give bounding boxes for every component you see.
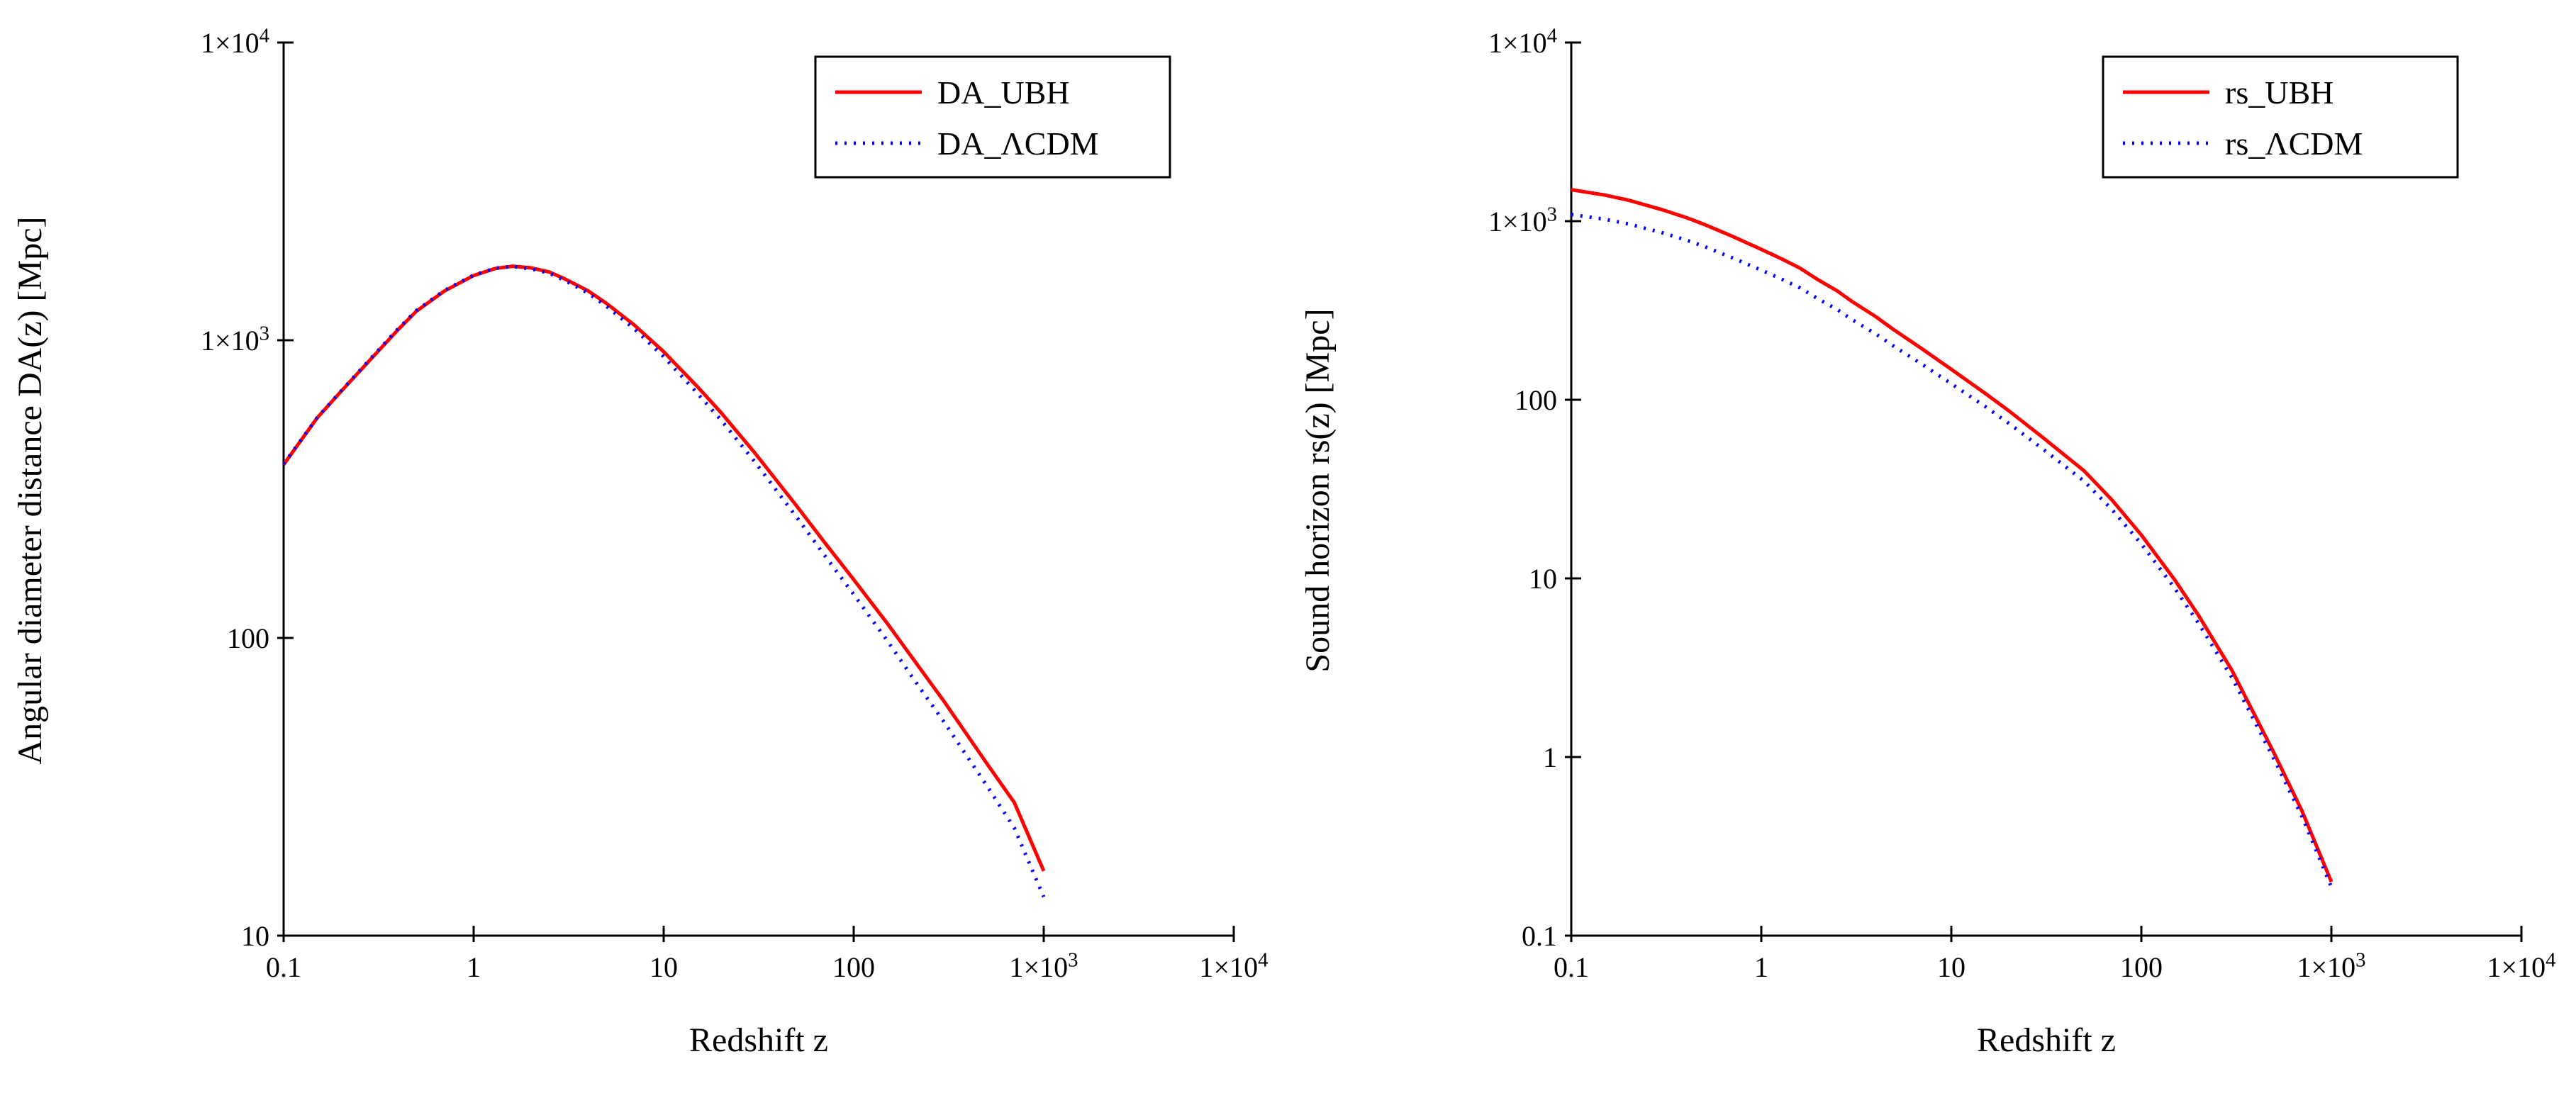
x-tick-label: 100	[2120, 951, 2163, 983]
legend: rs_UBH rs_ΛCDM	[2102, 55, 2459, 179]
y-tick-label: 1×104	[201, 25, 269, 59]
x-tick-label: 1×103	[2297, 949, 2366, 983]
x-tick-label: 100	[832, 951, 875, 983]
y-tick-label: 1×103	[201, 323, 269, 357]
legend-label: DA_ΛCDM	[937, 125, 1099, 162]
y-tick-label: 1×104	[1488, 25, 1557, 59]
legend: DA_UBH DA_ΛCDM	[814, 55, 1171, 179]
y-tick-label: 10	[1529, 563, 1557, 595]
legend-label: rs_ΛCDM	[2225, 125, 2363, 162]
left-chart-angular-diameter-distance: 0.1 1 10 100 1×103 1×104 10 100 1×103 1×104 DA_UBH…	[11, 25, 1269, 1059]
left-chart-plot: 0.1 1 10 100 1×103 1×104 10 100 1×103 1×104 DA_UBH…	[201, 25, 1269, 983]
x-tick-label: 10	[1937, 951, 1966, 983]
right-chart-plot: 0.1 1 10 100 1×103 1×104 0.1 1 10 100 1×103 1×104 rs…	[1488, 25, 2556, 983]
x-tick-label: 0.1	[1554, 951, 1589, 983]
x-tick-label: 1×103	[1010, 949, 1078, 983]
y-tick-label: 1×103	[1488, 203, 1557, 237]
right-chart-xlabel: Redshift z	[1977, 1021, 2116, 1059]
y-tick-label: 0.1	[1522, 920, 1557, 952]
y-tick-label: 100	[227, 622, 269, 654]
x-tick-label: 0.1	[266, 951, 301, 983]
y-tick-label: 100	[1515, 384, 1557, 416]
x-tick-label: 1	[1754, 951, 1768, 983]
series-line-rs_UBH	[1571, 188, 2334, 883]
legend-box	[2102, 55, 2459, 179]
y-tick-label: 1	[1543, 741, 1557, 773]
right-chart-ylabel: Sound horizon rs(z) [Mpc]	[1299, 308, 1337, 673]
x-tick-label: 1×104	[1200, 949, 1269, 983]
left-chart-xlabel: Redshift z	[689, 1021, 828, 1059]
y-tick-label: 10	[241, 920, 269, 952]
series-line-DA_ΛCDM	[281, 264, 1046, 898]
legend-label: DA_UBH	[937, 74, 1070, 111]
left-chart-ylabel: Angular diameter distance DA(z) [Mpc]	[11, 216, 49, 765]
right-chart-sound-horizon: 0.1 1 10 100 1×103 1×104 0.1 1 10 100 1×103 1×104 rs…	[1288, 0, 2576, 1093]
series-line-DA_UBH	[281, 264, 1046, 872]
x-tick-label: 1	[467, 951, 481, 983]
legend-box	[814, 55, 1171, 179]
series-line-rs_ΛCDM	[1571, 213, 2334, 888]
x-tick-label: 10	[649, 951, 678, 983]
x-tick-label: 1×104	[2487, 949, 2556, 983]
legend-label: rs_UBH	[2225, 74, 2334, 111]
